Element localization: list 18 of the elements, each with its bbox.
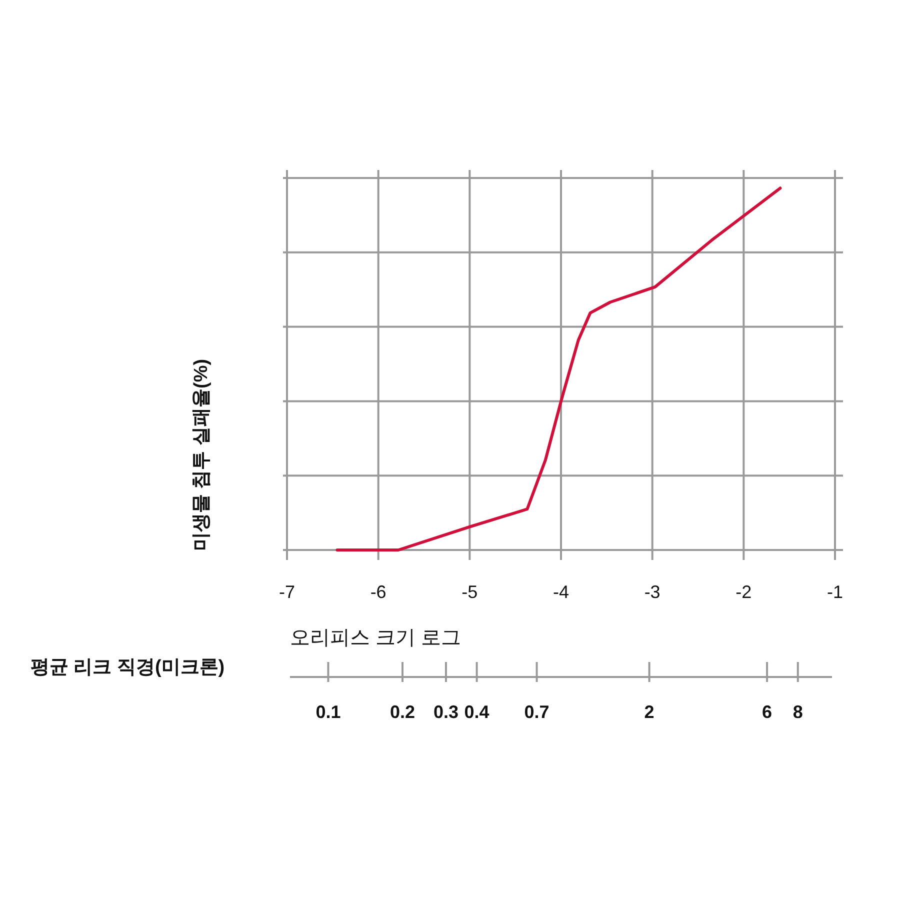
x2-tick-label: 0.1	[316, 702, 341, 722]
x2-tick-label: 0.4	[464, 702, 490, 722]
x-tick-label: -2	[736, 582, 752, 602]
x-tick-label: -5	[462, 582, 478, 602]
x2-tick-label: 0.3	[433, 702, 458, 722]
x2-tick-label: 2	[644, 702, 654, 722]
x-tick-label: -7	[278, 582, 296, 602]
x-axis-title: 오리피스 크기 로그	[290, 627, 462, 649]
x2-tick-label: 0.2	[390, 702, 416, 722]
x-tick-label: -4	[552, 582, 570, 602]
x-tick-label: -1	[826, 582, 844, 602]
y-axis-title: 미생물 침투 실패율(%)	[191, 358, 212, 552]
x2-tick-label: 6	[762, 702, 772, 722]
x2-axis-title: 평균 리크 직경(미크론)	[30, 656, 225, 680]
x-tick-label: -6	[370, 582, 386, 602]
x2-tick-label: 8	[792, 702, 803, 722]
x2-tick-label: 0.7	[524, 702, 550, 722]
x-tick-label: -3	[644, 582, 660, 602]
